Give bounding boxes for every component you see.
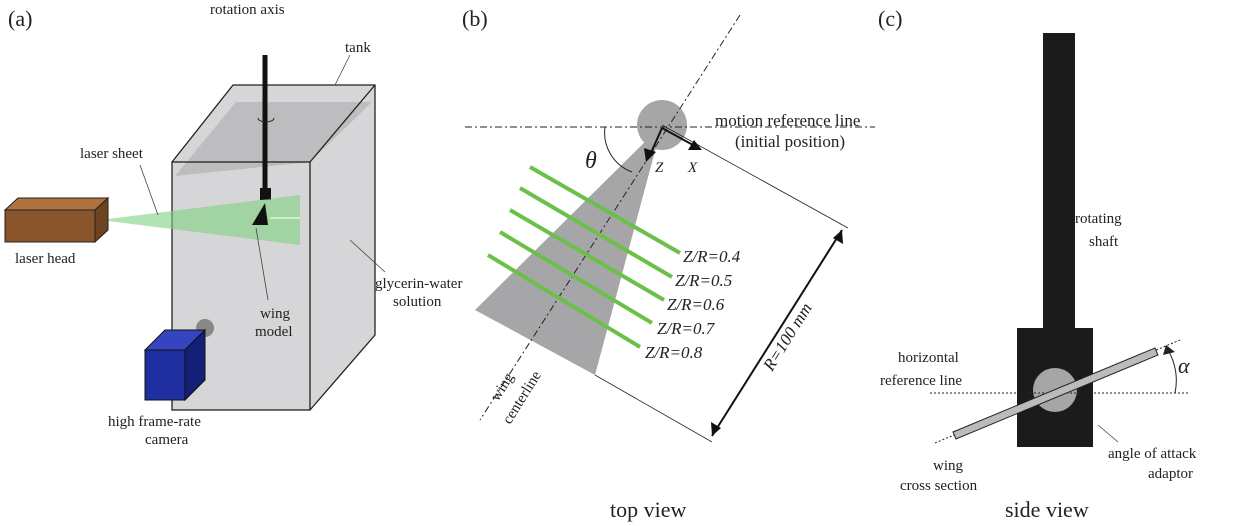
label: model — [255, 324, 293, 340]
label: glycerin-water — [375, 276, 462, 292]
panel-tag: (b) — [462, 6, 488, 31]
alpha-arc — [1168, 350, 1176, 393]
caption: side view — [1005, 497, 1089, 522]
label: Z — [655, 160, 664, 176]
station-label: Z/R=0.8 — [645, 343, 703, 362]
label: rotation axis — [210, 2, 285, 18]
wing-planform — [475, 125, 662, 375]
station-label: Z/R=0.5 — [675, 271, 732, 290]
leader-line — [1098, 425, 1118, 442]
label: laser sheet — [80, 146, 144, 162]
label: angle of attack — [1108, 446, 1197, 462]
label: rotating — [1075, 211, 1122, 227]
laser-head — [5, 210, 95, 242]
alpha: α — [1178, 353, 1190, 378]
label: high frame-rate — [108, 414, 201, 430]
theta: θ — [585, 148, 597, 174]
label: shaft — [1089, 234, 1119, 250]
station-label: Z/R=0.7 — [657, 319, 716, 338]
label: reference line — [880, 373, 962, 389]
panel-a: (a) rotation axis tank laser sheet laser… — [5, 2, 462, 448]
caption: top view — [610, 497, 686, 522]
label: X — [687, 160, 698, 176]
laser-head-top — [5, 198, 108, 210]
label: cross section — [900, 478, 978, 494]
label: (initial position) — [735, 132, 845, 151]
label: adaptor — [1148, 466, 1193, 482]
label: solution — [393, 294, 442, 310]
panel-c: (c) α rotating shaft horizontal referenc… — [878, 6, 1197, 522]
panel-b: (b) θ Z X motion reference line (initial… — [462, 6, 875, 522]
station-label: Z/R=0.6 — [667, 295, 725, 314]
station-label: Z/R=0.4 — [683, 247, 741, 266]
label: horizontal — [898, 350, 959, 366]
shaft — [1043, 33, 1075, 333]
label: motion reference line — [715, 111, 860, 130]
arrow-head — [688, 140, 702, 150]
wing-mount — [260, 188, 271, 200]
figure: (a) rotation axis tank laser sheet laser… — [0, 0, 1237, 526]
label: camera — [145, 432, 189, 448]
label: laser head — [15, 251, 76, 267]
label: R=100 mm — [759, 299, 816, 375]
panel-tag: (a) — [8, 6, 32, 31]
camera — [145, 350, 185, 400]
panel-tag: (c) — [878, 6, 902, 31]
label: wing — [260, 306, 291, 322]
label: wing — [933, 458, 964, 474]
label: tank — [345, 40, 371, 56]
